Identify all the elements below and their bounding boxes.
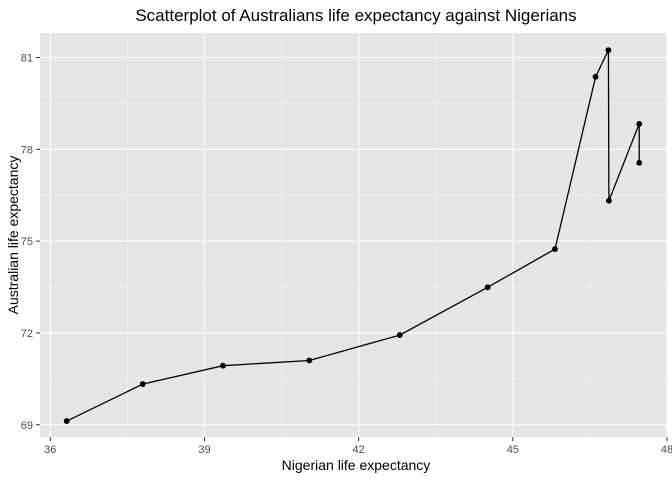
x-tick-label: 36 <box>44 444 56 456</box>
major-gridlines <box>40 33 668 437</box>
data-point <box>396 332 403 338</box>
x-tick-label: 39 <box>198 444 210 456</box>
data-point <box>592 73 599 80</box>
x-tick-label: 48 <box>661 444 672 456</box>
data-point <box>606 197 612 204</box>
data-point <box>636 121 643 127</box>
x-axis-ticks: 36 39 42 45 48 <box>44 437 672 456</box>
data-point <box>636 159 643 166</box>
data-point <box>306 357 313 364</box>
data-series <box>63 47 643 424</box>
x-axis-title: Nigerian life expectancy <box>282 457 431 473</box>
y-axis-ticks: 69 72 75 78 81 <box>21 52 40 432</box>
x-tick-label: 42 <box>353 444 365 456</box>
data-point <box>484 284 491 291</box>
y-tick-label: 75 <box>21 236 33 248</box>
y-tick-label: 78 <box>21 144 33 156</box>
plot-panel <box>40 33 667 437</box>
y-axis-title: Australian life expectancy <box>5 156 21 315</box>
y-tick-label: 69 <box>21 420 33 432</box>
series-line <box>66 49 640 422</box>
chart-title: Scatterplot of Australians life expectan… <box>135 6 576 25</box>
y-tick-label: 81 <box>21 52 33 64</box>
data-point <box>220 362 226 369</box>
data-point <box>552 246 558 252</box>
y-tick-label: 72 <box>21 328 33 340</box>
x-tick-label: 45 <box>507 444 519 456</box>
data-point <box>63 418 70 424</box>
data-point <box>139 381 146 387</box>
data-point <box>605 47 612 54</box>
